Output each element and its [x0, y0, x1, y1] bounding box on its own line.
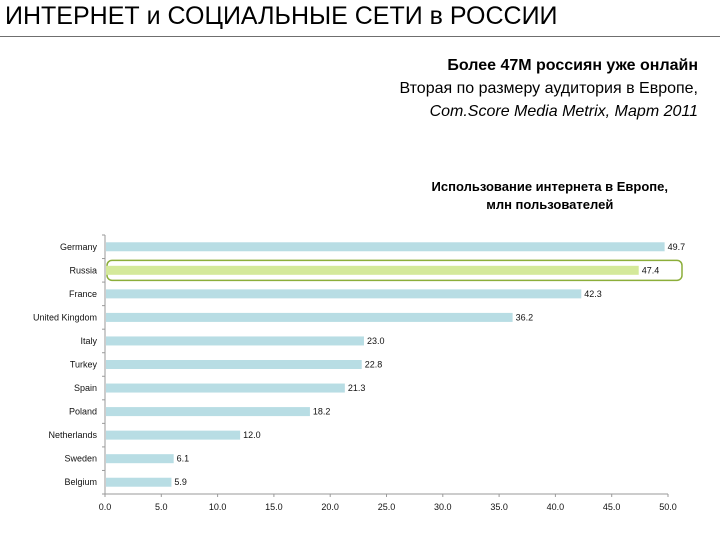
category-label: Spain: [74, 383, 97, 393]
chart-title-line-1: Использование интернета в Европе,: [431, 179, 668, 194]
bar-france: [106, 289, 582, 299]
value-label: 36.2: [516, 312, 534, 322]
value-label: 42.3: [584, 289, 602, 299]
subtitle-source: Com.Score Media Metrix, Март 2011: [429, 103, 698, 120]
chart-title-line-2: млн пользователей: [486, 197, 614, 212]
category-label: Italy: [80, 336, 97, 346]
value-label: 47.4: [642, 265, 660, 275]
bar-germany: [106, 242, 665, 252]
value-label: 6.1: [177, 454, 190, 464]
category-label: Turkey: [70, 360, 98, 370]
subtitle-headline: Более 47М россиян уже онлайн: [447, 57, 698, 74]
bar-netherlands: [106, 430, 241, 440]
value-label: 21.3: [348, 383, 366, 393]
value-label: 12.0: [243, 430, 261, 440]
x-tick-label: 25.0: [378, 502, 396, 512]
bar-united-kingdom: [106, 312, 513, 322]
category-label: Belgium: [64, 477, 97, 487]
category-label: Sweden: [64, 454, 97, 464]
category-label: Netherlands: [48, 430, 97, 440]
category-label: Russia: [69, 265, 97, 275]
x-tick-label: 0.0: [99, 502, 112, 512]
bar-italy: [106, 336, 364, 346]
x-tick-label: 40.0: [547, 502, 565, 512]
x-tick-label: 30.0: [434, 502, 452, 512]
value-label: 23.0: [367, 336, 385, 346]
x-tick-label: 45.0: [603, 502, 621, 512]
category-label: United Kingdom: [33, 312, 97, 322]
x-tick-label: 10.0: [209, 502, 227, 512]
x-tick-label: 50.0: [659, 502, 677, 512]
bar-spain: [106, 383, 345, 393]
value-label: 49.7: [668, 242, 686, 252]
bar-russia: [106, 265, 639, 275]
category-label: Poland: [69, 407, 97, 417]
bar-belgium: [106, 477, 172, 487]
category-label: France: [69, 289, 97, 299]
value-label: 22.8: [365, 360, 383, 370]
category-label: Germany: [60, 242, 98, 252]
title-divider: [0, 36, 720, 37]
x-tick-label: 35.0: [490, 502, 508, 512]
chart-title: Использование интернета в Европе, млн по…: [432, 178, 668, 214]
x-tick-label: 5.0: [155, 502, 168, 512]
page-title: ИНТЕРНЕТ и СОЦИАЛЬНЫЕ СЕТИ в РОССИИ: [5, 2, 558, 30]
x-tick-label: 15.0: [265, 502, 283, 512]
bar-poland: [106, 407, 310, 417]
bar-turkey: [106, 360, 362, 369]
bar-sweden: [106, 454, 174, 464]
subtitle-ranking: Вторая по размеру аудитория в Европе,: [399, 80, 699, 97]
value-label: 5.9: [174, 477, 187, 487]
value-label: 18.2: [313, 407, 331, 417]
subtitle-block: Более 47М россиян уже онлайн Вторая по р…: [400, 54, 699, 123]
x-tick-label: 20.0: [321, 502, 339, 512]
